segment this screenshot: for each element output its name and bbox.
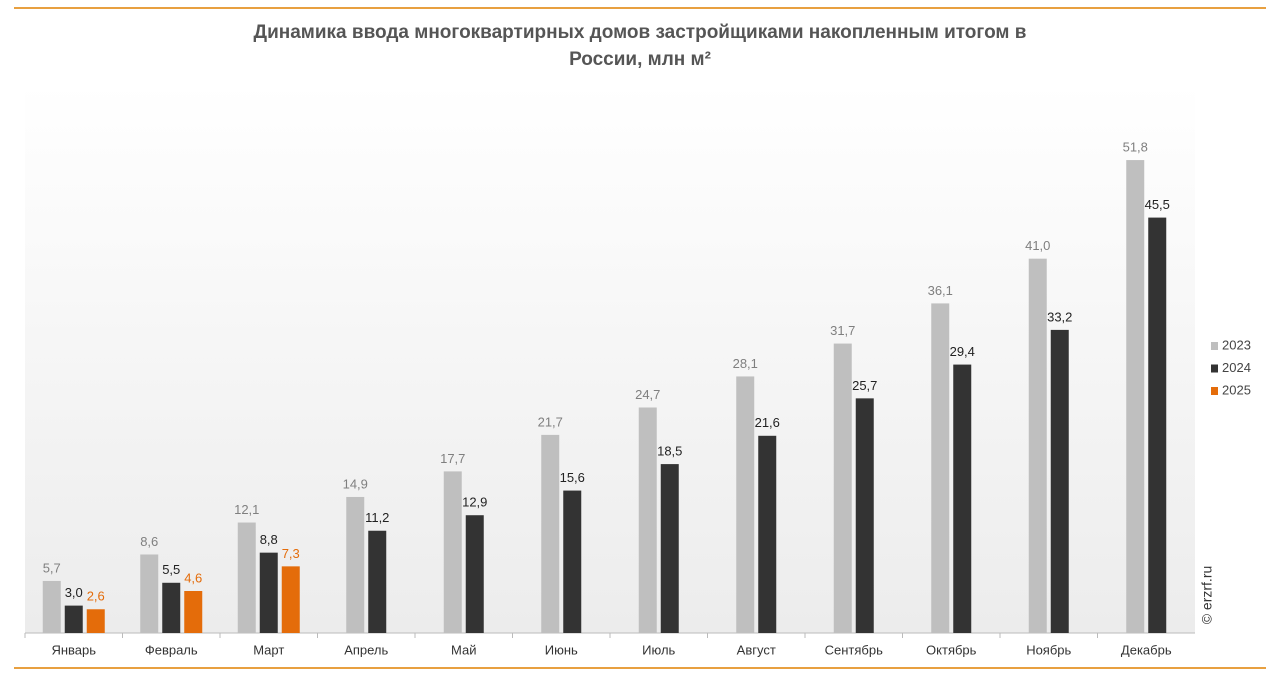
value-label: 21,6 [755, 415, 780, 430]
chart-subtitle: России, млн м² [569, 49, 711, 70]
bar [281, 566, 300, 633]
bar [833, 343, 852, 633]
x-tick-label: Март [253, 642, 284, 657]
bar [638, 407, 657, 633]
bar [1028, 258, 1047, 633]
bar [563, 490, 582, 633]
value-label: 7,3 [282, 546, 300, 561]
value-label: 29,4 [950, 344, 975, 359]
value-label: 5,5 [162, 562, 180, 577]
value-label: 17,7 [440, 451, 465, 466]
x-tick-label: Июнь [545, 642, 578, 657]
chart-title: Динамика ввода многоквартирных домов зас… [254, 22, 1027, 43]
value-label: 3,0 [65, 585, 83, 600]
bar [758, 435, 777, 633]
bar [541, 434, 560, 633]
bar [237, 522, 256, 633]
legend-swatch [1211, 364, 1218, 373]
value-label: 15,6 [560, 470, 585, 485]
legend-label: 2025 [1222, 382, 1251, 397]
value-label: 45,5 [1145, 197, 1170, 212]
bar [443, 471, 462, 633]
value-label: 4,6 [184, 570, 202, 585]
x-tick-label: Ноябрь [1026, 642, 1071, 657]
value-label: 12,9 [462, 495, 487, 510]
bar [736, 376, 755, 633]
x-tick-label: Октябрь [926, 642, 977, 657]
watermark: © erzrf.ru [1199, 566, 1215, 625]
value-label: 31,7 [830, 323, 855, 338]
bar [1126, 160, 1145, 634]
value-label: 5,7 [43, 560, 61, 575]
value-label: 33,2 [1047, 309, 1072, 324]
value-label: 8,6 [140, 534, 158, 549]
value-label: 18,5 [657, 444, 682, 459]
legend-swatch [1211, 387, 1218, 395]
value-label: 51,8 [1123, 140, 1148, 155]
bar [184, 591, 203, 633]
bar [660, 464, 679, 633]
x-tick-label: Май [451, 642, 476, 657]
value-label: 8,8 [260, 532, 278, 547]
bar [162, 582, 181, 633]
value-label: 24,7 [635, 387, 660, 402]
x-tick-label: Июль [642, 642, 675, 657]
bar [140, 554, 159, 633]
value-label: 36,1 [928, 283, 953, 298]
bar [259, 552, 278, 633]
legend-swatch [1211, 342, 1218, 350]
bar [346, 496, 365, 633]
x-tick-label: Февраль [145, 642, 198, 657]
value-label: 12,1 [234, 502, 259, 517]
value-label: 14,9 [343, 476, 368, 491]
plot-area [25, 83, 1195, 633]
bar [465, 515, 484, 633]
bar [1050, 329, 1069, 633]
value-label: 11,2 [365, 510, 389, 525]
bar [368, 530, 387, 633]
x-tick-label: Апрель [344, 642, 388, 657]
bar [64, 605, 83, 633]
x-tick-label: Декабрь [1121, 642, 1172, 657]
x-tick-label: Январь [51, 642, 96, 657]
bar [953, 364, 972, 633]
bar [931, 303, 950, 633]
bar [86, 609, 105, 633]
legend-label: 2023 [1222, 337, 1251, 352]
value-label: 28,1 [733, 356, 758, 371]
bar [855, 398, 874, 633]
x-tick-label: Август [737, 642, 776, 657]
value-label: 2,6 [87, 589, 105, 604]
x-tick-label: Сентябрь [825, 642, 883, 657]
bar [1148, 217, 1167, 633]
value-label: 21,7 [538, 414, 563, 429]
legend-label: 2024 [1222, 360, 1251, 375]
bar [42, 580, 61, 633]
value-label: 25,7 [852, 378, 877, 393]
value-label: 41,0 [1025, 238, 1050, 253]
